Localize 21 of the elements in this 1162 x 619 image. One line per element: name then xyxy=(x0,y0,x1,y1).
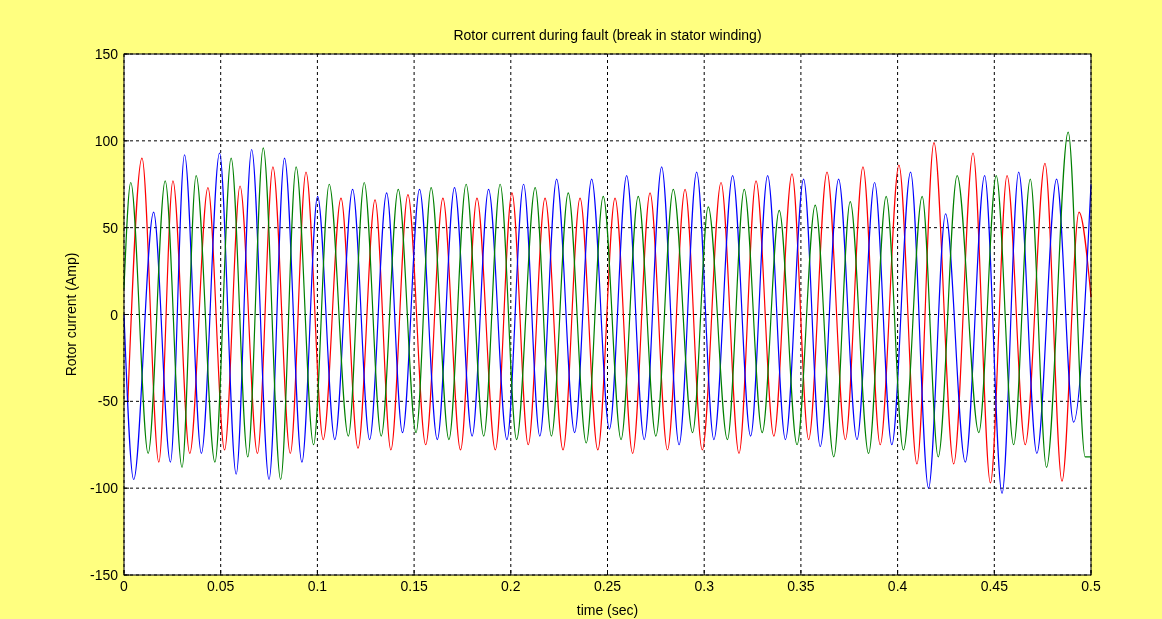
x-axis-title: time (sec) xyxy=(576,602,639,618)
y-tick-label: 150 xyxy=(94,46,119,62)
x-tick-label: 0.2 xyxy=(501,578,521,594)
x-tick-label: 0.5 xyxy=(1081,578,1101,594)
chart-title: Rotor current during fault (break in stator winding) xyxy=(453,27,762,43)
y-axis-title: Rotor current (Amp) xyxy=(63,252,79,377)
y-tick-label: -50 xyxy=(97,393,119,410)
x-tick-label: 0.4 xyxy=(887,578,908,594)
x-tick-label: 0.05 xyxy=(207,578,235,594)
y-tick-label: 50 xyxy=(102,219,119,236)
x-tick-label: 0.1 xyxy=(307,578,328,594)
y-tick-label: 100 xyxy=(94,132,119,149)
x-tick-label: 0.45 xyxy=(980,578,1009,594)
x-tick-label: 0.3 xyxy=(694,578,715,594)
x-tick-label: 0.35 xyxy=(787,578,815,594)
x-tick-label: 0 xyxy=(120,578,129,594)
x-tick-label: 0.15 xyxy=(400,578,428,594)
y-tick-label: -100 xyxy=(89,480,119,497)
y-tick-label: 0 xyxy=(110,306,119,323)
x-tick-label: 0.25 xyxy=(593,578,622,594)
y-tick-label: -150 xyxy=(89,567,119,583)
